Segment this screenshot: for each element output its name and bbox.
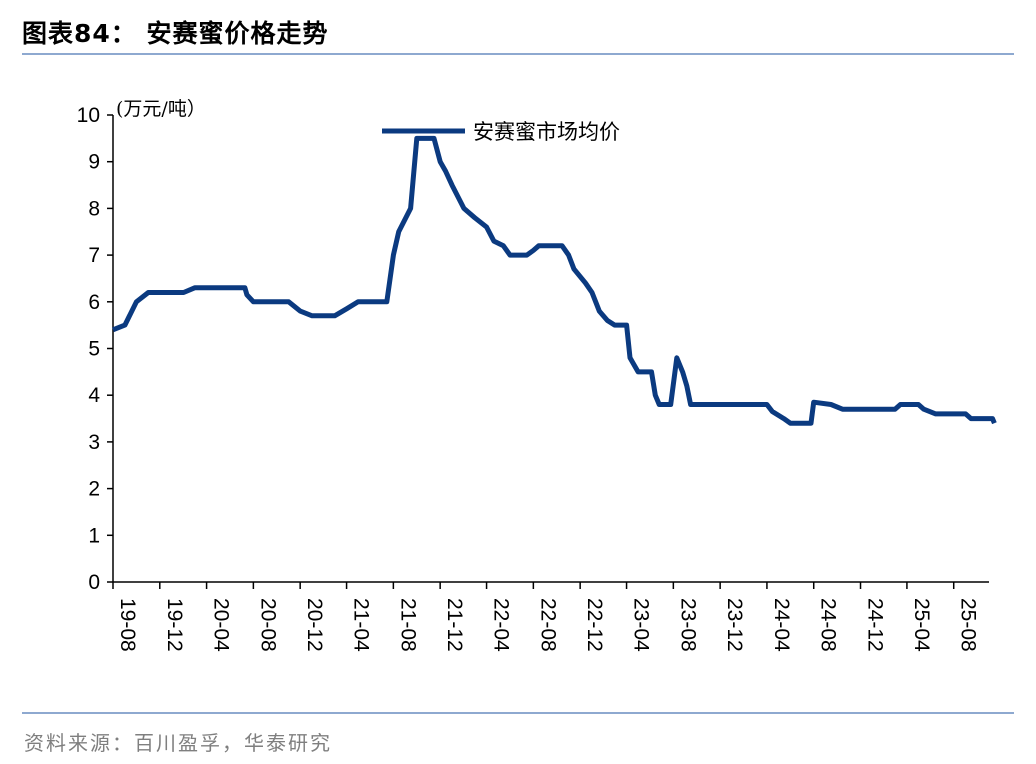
legend-label-price: 安赛蜜市场均价: [473, 120, 620, 144]
x-tick-label: 19-08: [116, 598, 139, 652]
y-tick-label: 5: [88, 338, 100, 361]
x-tick-label: 24-12: [864, 598, 887, 652]
x-tick-label: 22-08: [536, 598, 559, 652]
x-tick-label: 19-12: [163, 598, 186, 652]
y-tick-label: 0: [88, 571, 100, 594]
y-tick-label: 1: [88, 524, 100, 547]
source-note: 资料来源：百川盈孚，华泰研究: [24, 731, 332, 755]
y-tick-label: 9: [88, 151, 100, 174]
title-divider: [22, 53, 1014, 55]
y-tick-label: 10: [77, 104, 100, 127]
x-tick-label: 22-04: [490, 598, 513, 652]
y-tick-label: 3: [88, 431, 100, 454]
x-tick-label: 20-08: [256, 598, 279, 652]
y-tick-label: 6: [88, 291, 100, 314]
x-tick-label: 24-04: [770, 598, 793, 652]
legend: 安赛蜜市场均价: [382, 120, 620, 144]
x-tick-label: 21-12: [443, 598, 466, 652]
figure-title: 图表84： 安赛蜜价格走势: [22, 19, 329, 48]
y-axis-unit-label: (万元/吨）: [116, 98, 206, 120]
x-tick-label: 23-12: [723, 598, 746, 652]
axes: 0 1 2 3 4 5 6 7 8 9 10 19-08 19-12 20-04 20-08 20-12 21-…: [77, 104, 989, 652]
x-tick-label: 20-12: [303, 598, 326, 652]
x-tick-label: 21-04: [350, 598, 373, 652]
x-tick-label: 23-08: [676, 598, 699, 652]
x-tick-label: 23-04: [630, 598, 653, 652]
y-tick-label: 2: [88, 478, 100, 501]
x-tick-label: 22-12: [583, 598, 606, 652]
series-line-price: [112, 135, 997, 426]
x-tick-label: 25-04: [910, 598, 933, 652]
y-tick-label: 8: [88, 197, 100, 220]
footer-divider: [22, 712, 1014, 714]
x-tick-label: 25-08: [957, 598, 980, 652]
y-tick-label: 4: [88, 384, 100, 407]
y-tick-label: 7: [88, 244, 100, 267]
x-tick-label: 20-04: [210, 598, 233, 652]
x-tick-label: 21-08: [396, 598, 419, 652]
x-tick-label: 24-08: [817, 598, 840, 652]
